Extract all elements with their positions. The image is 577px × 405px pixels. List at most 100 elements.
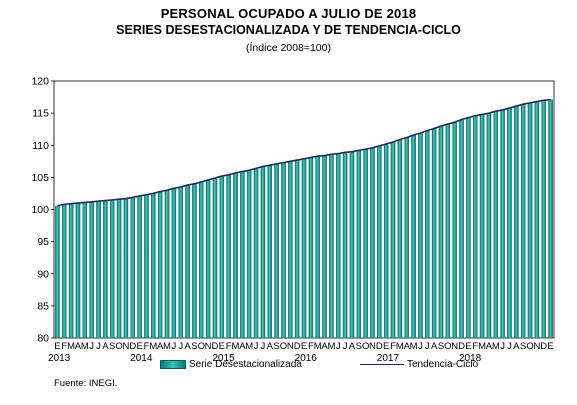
bar — [486, 112, 492, 339]
y-tick-label: 80 — [37, 333, 49, 345]
bar — [89, 201, 94, 339]
bar — [342, 152, 348, 339]
x-year-label: 2016 — [295, 353, 318, 364]
x-month-label: N — [369, 341, 376, 352]
x-month-label: O — [115, 341, 122, 352]
bar — [226, 174, 231, 339]
bar — [329, 154, 334, 339]
x-month-label: D — [376, 341, 383, 352]
bar — [301, 158, 307, 339]
bar — [335, 154, 341, 339]
x-month-label: J — [425, 341, 430, 352]
bar — [96, 200, 101, 339]
source-note: Fuente: INEGI. — [54, 378, 118, 389]
bar — [527, 102, 533, 339]
x-month-label: J — [178, 341, 183, 352]
x-month-label: J — [89, 341, 94, 352]
chart-subtitle: SERIES DESESTACIONALIZADA Y DE TENDENCIA… — [116, 23, 461, 37]
x-month-label: A — [267, 341, 274, 352]
bar — [253, 168, 259, 339]
x-month-label: M — [81, 341, 89, 352]
x-month-label: E — [383, 341, 389, 352]
x-month-label: S — [191, 341, 197, 352]
x-month-label: M — [232, 341, 240, 352]
x-month-label: F — [472, 341, 478, 352]
y-tick-label: 110 — [32, 140, 49, 152]
legend-label-line: Tendencia-Ciclo — [407, 359, 479, 370]
bar — [171, 188, 177, 339]
bar — [267, 165, 273, 339]
bar — [520, 103, 526, 339]
x-month-label: D — [129, 341, 136, 352]
bar — [219, 176, 225, 339]
bar — [288, 161, 293, 339]
x-month-label: J — [336, 341, 341, 352]
x-month-label: O — [198, 341, 205, 352]
bar — [404, 137, 410, 339]
bar — [233, 173, 238, 339]
x-month-label: N — [287, 341, 294, 352]
bar — [315, 156, 320, 339]
y-tick-label: 100 — [31, 204, 49, 216]
x-year-label: 2017 — [377, 353, 400, 364]
x-month-label: A — [431, 341, 438, 352]
x-month-label: F — [61, 341, 67, 352]
bar — [151, 193, 156, 339]
bar — [548, 99, 553, 339]
x-month-label: S — [356, 341, 362, 352]
bar — [240, 172, 245, 339]
bar — [192, 183, 197, 339]
bar — [185, 184, 190, 339]
legend-swatch-line — [360, 363, 404, 365]
x-month-label: J — [171, 341, 176, 352]
x-month-label: M — [478, 341, 486, 352]
bar — [205, 180, 211, 339]
legend-item-line: Tendencia-Ciclo — [360, 359, 478, 370]
x-month-label: J — [418, 341, 423, 352]
x-month-label: S — [273, 341, 279, 352]
x-month-label: O — [362, 341, 369, 352]
x-month-label: A — [157, 341, 164, 352]
bar — [157, 191, 163, 339]
bar — [418, 133, 423, 339]
bar — [116, 199, 122, 339]
x-month-label: F — [308, 341, 314, 352]
x-month-label: O — [280, 341, 287, 352]
x-month-label: D — [540, 341, 547, 352]
bar — [425, 130, 430, 339]
y-tick-label: 85 — [37, 300, 49, 312]
x-month-label: A — [349, 341, 356, 352]
x-month-label: M — [149, 341, 157, 352]
x-month-label: J — [96, 341, 101, 352]
bar — [507, 107, 512, 339]
bar — [281, 162, 286, 339]
bar — [308, 157, 314, 339]
bar — [178, 186, 183, 339]
x-month-label: S — [109, 341, 115, 352]
x-month-label: N — [451, 341, 458, 352]
bar — [452, 121, 457, 339]
trend-line — [57, 98, 551, 207]
x-year-label: 2018 — [459, 353, 482, 364]
x-month-label: E — [301, 341, 307, 352]
legend-swatch-bars — [160, 359, 186, 369]
bar — [500, 109, 505, 339]
y-tick-label: 90 — [37, 268, 49, 280]
x-month-label: A — [513, 341, 520, 352]
x-month-label: F — [144, 341, 150, 352]
x-month-label: D — [458, 341, 465, 352]
x-month-label: A — [75, 341, 82, 352]
bar — [246, 170, 252, 339]
trend-line-series — [57, 98, 551, 207]
bar — [431, 128, 437, 339]
bar — [137, 196, 142, 339]
x-month-label: M — [245, 341, 253, 352]
y-tick-label: 115 — [32, 108, 49, 120]
bar — [493, 111, 499, 339]
bar — [445, 123, 451, 339]
bar — [144, 195, 149, 339]
y-axis: 80 85 90 95 100 105 110 115 120 — [31, 76, 54, 345]
bars-series — [55, 99, 553, 339]
bar — [390, 142, 396, 339]
